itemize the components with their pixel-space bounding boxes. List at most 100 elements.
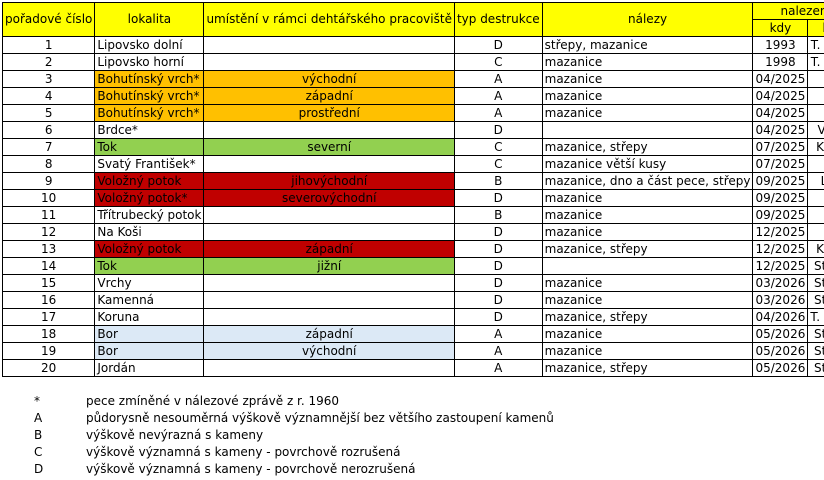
cell-placement bbox=[203, 274, 455, 292]
cell-finds: mazanice bbox=[541, 206, 754, 224]
cell-placement bbox=[203, 36, 455, 54]
cell-placement: jižní bbox=[203, 257, 455, 275]
cell-locality: Voložný potok* bbox=[94, 189, 205, 207]
cell-type: C bbox=[453, 138, 543, 156]
cell-when: 12/2025 bbox=[752, 240, 809, 258]
cell-number: 2 bbox=[1, 53, 96, 71]
cell-number: 10 bbox=[1, 189, 96, 207]
cell-who: Vašek bbox=[807, 121, 824, 139]
cell-type: D bbox=[453, 308, 543, 326]
cell-finds: mazanice bbox=[541, 291, 754, 309]
cell-type: D bbox=[453, 121, 543, 139]
cell-placement: severní bbox=[203, 138, 455, 156]
cell-type: D bbox=[453, 274, 543, 292]
cell-type: D bbox=[453, 240, 543, 258]
cell-when: 12/2025 bbox=[752, 257, 809, 275]
cell-placement: západní bbox=[203, 325, 455, 343]
cell-locality: Vrchy bbox=[94, 274, 205, 292]
cell-placement bbox=[203, 359, 455, 377]
cell-type: A bbox=[453, 87, 543, 105]
cell-when: 07/2025 bbox=[752, 138, 809, 156]
header-who: kým bbox=[807, 19, 824, 37]
cell-who: Standa bbox=[807, 342, 824, 360]
header-placement: umístění v rámci dehtářského pracoviště bbox=[203, 2, 455, 37]
cell-locality: Bohutínský vrch* bbox=[94, 104, 205, 122]
cell-who: rp bbox=[807, 189, 824, 207]
header-found: nalezena bbox=[752, 2, 824, 20]
cell-number: 18 bbox=[1, 325, 96, 343]
cell-locality: Bohutínský vrch* bbox=[94, 87, 205, 105]
cell-when: 04/2025 bbox=[752, 70, 809, 88]
cell-number: 15 bbox=[1, 274, 96, 292]
cell-when: 04/2025 bbox=[752, 87, 809, 105]
cell-placement: jihovýchodní bbox=[203, 172, 455, 190]
cell-placement bbox=[203, 121, 455, 139]
cell-when: 05/2026 bbox=[752, 325, 809, 343]
header-number: pořadové číslo bbox=[1, 2, 96, 37]
data-table: pořadové číslo lokalita umístění v rámci… bbox=[1, 2, 824, 377]
cell-finds bbox=[541, 257, 754, 275]
legend-row: * pece zmíněné v nálezové zprávě z r. 196… bbox=[2, 393, 554, 410]
cell-placement bbox=[203, 308, 455, 326]
cell-type: B bbox=[453, 206, 543, 224]
cell-locality: Bor bbox=[94, 325, 205, 343]
cell-locality: Bor bbox=[94, 342, 205, 360]
cell-when: 04/2026 bbox=[752, 308, 809, 326]
legend-key: * bbox=[34, 394, 40, 408]
cell-locality: Svatý František* bbox=[94, 155, 205, 173]
cell-finds: mazanice bbox=[541, 274, 754, 292]
cell-when: 1993 bbox=[752, 36, 809, 54]
cell-finds: mazanice bbox=[541, 53, 754, 71]
cell-locality: Brdce* bbox=[94, 121, 205, 139]
cell-finds: mazanice bbox=[541, 342, 754, 360]
cell-when: 1998 bbox=[752, 53, 809, 71]
cell-number: 13 bbox=[1, 240, 96, 258]
cell-who: Standa bbox=[807, 359, 824, 377]
legend-text: výškově nevýrazná s kameny bbox=[86, 428, 264, 442]
cell-number: 11 bbox=[1, 206, 96, 224]
cell-who: T. Makaj bbox=[807, 53, 824, 71]
cell-when: 03/2026 bbox=[752, 291, 809, 309]
cell-placement bbox=[203, 53, 455, 71]
cell-placement bbox=[203, 206, 455, 224]
cell-when: 09/2025 bbox=[752, 189, 809, 207]
cell-who: rp bbox=[807, 70, 824, 88]
cell-finds: mazanice bbox=[541, 104, 754, 122]
legend-text: pece zmíněné v nálezové zprávě z r. 1960 bbox=[86, 394, 340, 408]
cell-number: 4 bbox=[1, 87, 96, 105]
header-type: typ destrukce bbox=[453, 2, 543, 37]
cell-who: Standa bbox=[807, 291, 824, 309]
cell-finds: mazanice bbox=[541, 325, 754, 343]
cell-number: 9 bbox=[1, 172, 96, 190]
cell-type: A bbox=[453, 342, 543, 360]
cell-when: 12/2025 bbox=[752, 223, 809, 241]
cell-who: Léňa bbox=[807, 172, 824, 190]
cell-number: 17 bbox=[1, 308, 96, 326]
cell-locality: Třítrubecký potok bbox=[94, 206, 205, 224]
cell-finds: mazanice, střepy bbox=[541, 138, 754, 156]
cell-number: 16 bbox=[1, 291, 96, 309]
cell-when: 04/2025 bbox=[752, 121, 809, 139]
cell-finds: mazanice, střepy bbox=[541, 308, 754, 326]
cell-number: 20 bbox=[1, 359, 96, 377]
cell-finds bbox=[541, 121, 754, 139]
cell-who: rp bbox=[807, 155, 824, 173]
cell-placement bbox=[203, 223, 455, 241]
